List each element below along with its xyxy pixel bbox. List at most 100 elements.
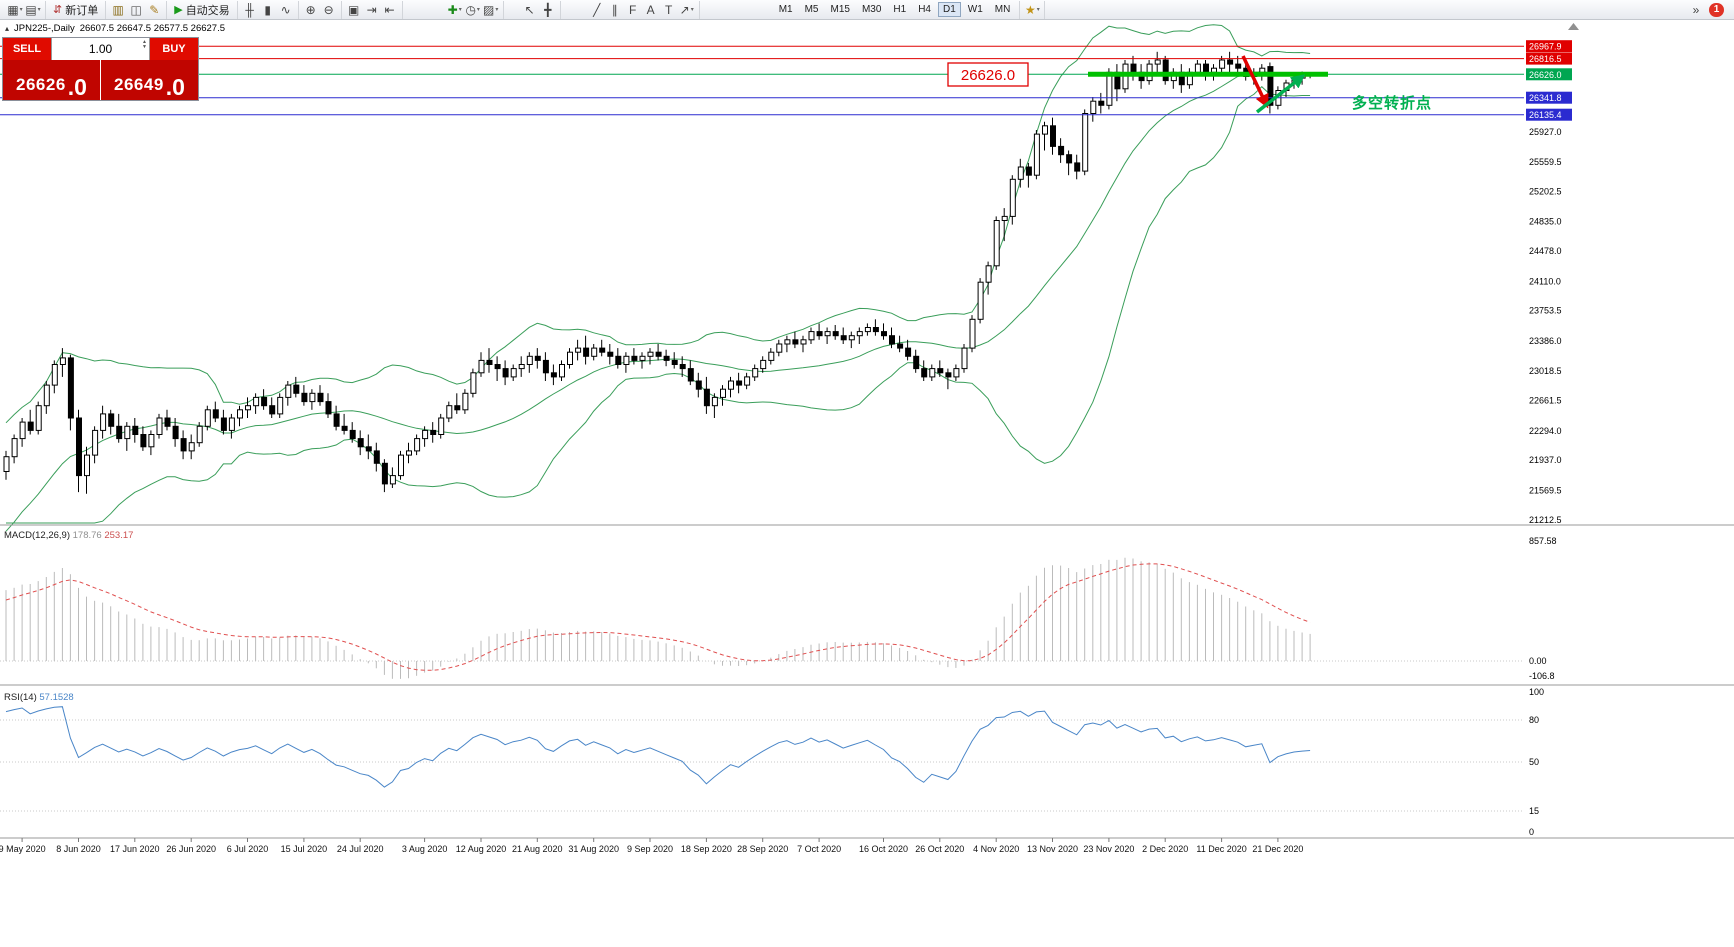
- ohlc-values: 26607.5 26647.5 26577.5 26627.5: [79, 23, 226, 34]
- svg-text:26 Jun 2020: 26 Jun 2020: [166, 844, 216, 854]
- new-chart-button-dropdown[interactable]: ▾: [19, 7, 23, 13]
- timeframe-w1[interactable]: W1: [967, 4, 983, 15]
- price-callout-box[interactable]: [947, 62, 1029, 87]
- cursor-tool-icon[interactable]: ↖: [524, 2, 535, 17]
- new-chart-button[interactable]: ▦ ▾: [7, 2, 23, 17]
- stepper-up-icon[interactable]: ▲: [142, 39, 147, 45]
- toolbar-overflow-icon[interactable]: »: [1692, 2, 1700, 17]
- svg-text:25927.0: 25927.0: [1529, 127, 1562, 137]
- timeframe-m15[interactable]: M15: [830, 4, 850, 15]
- svg-text:21937.0: 21937.0: [1529, 455, 1562, 465]
- channel-tool-icon[interactable]: ∥: [611, 2, 618, 17]
- history-center-icon[interactable]: ▥: [112, 2, 124, 17]
- volume-value: 1.00: [88, 42, 113, 56]
- periods-button[interactable]: ◷ ▾: [465, 2, 480, 17]
- arrows-tool-icon-dropdown[interactable]: ▾: [690, 7, 694, 13]
- notification-badge[interactable]: 1: [1709, 2, 1724, 17]
- turning-point-label[interactable]: 多空转折点: [1352, 94, 1432, 112]
- templates-button[interactable]: ▨ ▾: [483, 2, 499, 17]
- timeframe-h1[interactable]: H1: [893, 4, 907, 15]
- volume-field[interactable]: 1.00 ▲ ▼: [51, 38, 150, 60]
- macd-signal-line: [5, 563, 1311, 671]
- global-variables-icon[interactable]: ◫: [130, 2, 142, 17]
- label-tool-icon[interactable]: T: [665, 2, 673, 17]
- svg-text:50: 50: [1529, 757, 1539, 767]
- timeframe-h4[interactable]: H4: [918, 4, 931, 15]
- indicators-button-dropdown[interactable]: ▾: [458, 7, 462, 13]
- new-order-button[interactable]: ⇵ 新订单: [49, 1, 102, 18]
- line-chart-mode-icon[interactable]: ∿: [280, 2, 291, 17]
- stepper-down-icon[interactable]: ▼: [142, 43, 147, 50]
- crosshair-tool-icon[interactable]: ╋: [544, 2, 552, 17]
- svg-text:21569.5: 21569.5: [1529, 486, 1562, 496]
- axis-price-tag-text: 26341.8: [1529, 93, 1562, 103]
- sell-price-int: 26626: [16, 75, 66, 94]
- axis-price-tag-text: 26626.0: [1529, 70, 1562, 80]
- timeframe-d1[interactable]: D1: [938, 2, 961, 17]
- profiles-button-dropdown[interactable]: ▾: [37, 7, 41, 13]
- sell-price-button[interactable]: 26626 .0: [3, 60, 100, 100]
- axis-price-tag: [1526, 40, 1572, 53]
- favorites-button-dropdown[interactable]: ▾: [1036, 7, 1040, 13]
- bollinger-middle: [5, 70, 1311, 532]
- svg-text:23018.5: 23018.5: [1529, 366, 1562, 376]
- chart-window: 26967.9 26816.5 26626.0 26341.8 26135.4 25927…: [0, 20, 1734, 947]
- auto-trading-button[interactable]: ▶ 自动交易: [170, 1, 233, 18]
- scroll-up-icon[interactable]: [1568, 23, 1579, 30]
- bollinger-upper: [5, 24, 1311, 424]
- trendline-tool-icon[interactable]: ╱: [593, 2, 601, 17]
- svg-text:28 Sep 2020: 28 Sep 2020: [737, 844, 788, 854]
- buy-button[interactable]: BUY: [150, 38, 198, 60]
- axis-price-tag-text: 26816.5: [1529, 54, 1562, 64]
- favorites-button[interactable]: ★ ▾: [1024, 2, 1040, 17]
- svg-text:4 Nov 2020: 4 Nov 2020: [973, 844, 1019, 854]
- timeframe-m1[interactable]: M1: [778, 4, 793, 15]
- new-order-button-label: 新订单: [65, 4, 99, 17]
- svg-text:857.58: 857.58: [1529, 536, 1557, 546]
- metaeditor-icon[interactable]: ✎: [149, 2, 160, 17]
- timeframe-m30[interactable]: M30: [861, 4, 882, 15]
- volume-stepper[interactable]: ▲ ▼: [142, 40, 147, 49]
- timeframe-m5[interactable]: M5: [804, 4, 819, 15]
- fibonacci-tool-icon[interactable]: F: [629, 2, 637, 17]
- tile-windows-icon[interactable]: ▣: [348, 2, 360, 17]
- panel-separators[interactable]: [0, 524, 1734, 839]
- axis-price-tag-text: 26135.4: [1529, 110, 1562, 120]
- sell-button[interactable]: SELL: [3, 38, 51, 60]
- zoom-in-icon[interactable]: ⊕: [305, 2, 316, 17]
- candlestick-mode-icon[interactable]: ▮: [264, 2, 271, 17]
- svg-text:24 Jul 2020: 24 Jul 2020: [337, 844, 384, 854]
- bar-chart-mode-icon[interactable]: ╫: [245, 2, 254, 17]
- arrows-tool-icon[interactable]: ↗ ▾: [679, 2, 694, 17]
- svg-text:16 Oct 2020: 16 Oct 2020: [859, 844, 908, 854]
- chart-shift-icon[interactable]: ⇤: [384, 2, 395, 17]
- timeframe-mn[interactable]: MN: [994, 4, 1011, 15]
- svg-text:8 Jun 2020: 8 Jun 2020: [56, 844, 101, 854]
- chart-ohlc-line: ▴ JPN225-,Daily 26607.5 26647.5 26577.5 …: [5, 23, 225, 34]
- auto-trading-button-label: 自动交易: [185, 4, 230, 17]
- svg-text:23386.0: 23386.0: [1529, 336, 1562, 346]
- macd-panel: MACD(12,26,9) 178.76 253.17 857.58 0.00 -10…: [0, 530, 1557, 681]
- bollinger-lower: [6, 86, 1311, 524]
- text-tool-icon[interactable]: A: [646, 2, 655, 17]
- auto-scroll-icon[interactable]: ⇥: [366, 2, 377, 17]
- svg-text:0: 0: [1529, 827, 1534, 837]
- one-click-toggle[interactable]: ▴: [5, 23, 10, 33]
- buy-price-button[interactable]: 26649 .0: [100, 60, 198, 100]
- price-callout-text: 26626.0: [961, 67, 1015, 84]
- periods-button-dropdown[interactable]: ▾: [476, 7, 480, 13]
- svg-text:3 Aug 2020: 3 Aug 2020: [402, 844, 448, 854]
- svg-text:7 Oct 2020: 7 Oct 2020: [797, 844, 841, 854]
- down-arrow[interactable]: [1241, 55, 1269, 109]
- templates-button-dropdown[interactable]: ▾: [495, 7, 499, 13]
- indicators-button[interactable]: ✚ ▾: [447, 2, 462, 17]
- zoom-out-icon[interactable]: ⊖: [323, 2, 334, 17]
- svg-text:12 Aug 2020: 12 Aug 2020: [456, 844, 507, 854]
- profiles-button[interactable]: ▤ ▾: [25, 2, 41, 17]
- rsi-label: RSI(14) 57.1528: [4, 692, 74, 703]
- one-click-trading-panel: SELL 1.00 ▲ ▼ BUY 26626 .0 26649 .0: [2, 37, 199, 101]
- annotations: 26626.0 多空转折点: [947, 55, 1432, 114]
- up-arrow[interactable]: [1255, 74, 1306, 114]
- bollinger-bands: [5, 24, 1311, 532]
